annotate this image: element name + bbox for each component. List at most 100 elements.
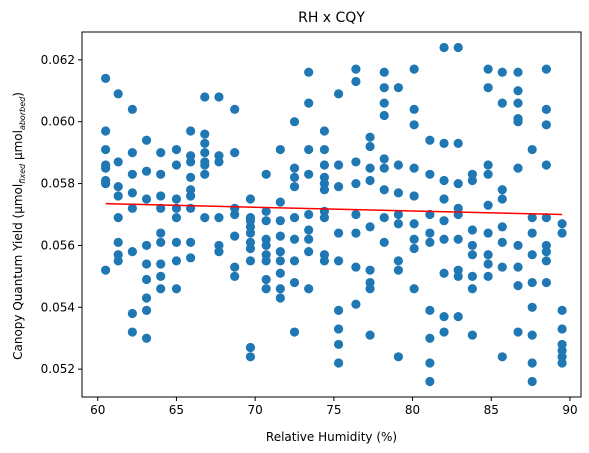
data-point <box>409 243 419 254</box>
data-point <box>541 212 551 223</box>
data-point <box>261 216 271 226</box>
data-point <box>425 135 435 145</box>
data-point <box>483 83 493 93</box>
data-point <box>289 327 300 337</box>
data-point <box>513 262 523 272</box>
data-point <box>467 330 477 340</box>
data-point <box>439 175 449 186</box>
data-point <box>214 157 224 167</box>
data-point <box>275 268 285 278</box>
data-point <box>141 259 152 269</box>
data-point <box>365 132 375 142</box>
data-point <box>541 256 551 266</box>
data-point <box>351 157 361 167</box>
data-point <box>409 219 419 229</box>
data-point <box>230 104 240 114</box>
data-point <box>230 231 240 241</box>
data-point <box>186 157 196 167</box>
data-point <box>527 358 537 368</box>
data-point <box>409 120 419 130</box>
data-point <box>289 212 300 223</box>
data-point <box>439 42 449 53</box>
data-point <box>230 209 240 220</box>
data-point <box>351 228 361 238</box>
data-point <box>425 228 435 238</box>
data-point <box>141 194 152 204</box>
data-point <box>156 228 166 238</box>
y-axis-label: Canopy Quantum Yield (µmolfixed µmolabor… <box>11 92 27 360</box>
data-point <box>186 191 196 201</box>
x-axis-label: Relative Humidity (%) <box>266 430 397 444</box>
data-point <box>541 104 551 114</box>
data-point <box>557 228 567 238</box>
data-point <box>200 169 210 179</box>
data-point <box>171 256 182 266</box>
data-point <box>186 237 196 247</box>
data-point <box>289 172 300 182</box>
data-point <box>333 182 344 192</box>
data-point <box>200 92 210 102</box>
data-point <box>214 92 224 102</box>
data-point <box>365 330 375 340</box>
y-axis-label-sub-fixed: fixed <box>18 163 27 184</box>
data-point <box>113 182 123 192</box>
data-point <box>113 237 123 247</box>
data-point <box>425 358 435 368</box>
data-point <box>351 262 361 272</box>
data-point <box>467 271 477 281</box>
data-point <box>379 83 389 93</box>
data-point <box>156 284 166 294</box>
data-point <box>200 129 210 139</box>
data-point <box>527 228 537 238</box>
data-point <box>127 169 137 179</box>
data-point <box>101 73 111 83</box>
data-point <box>261 169 271 179</box>
data-point <box>261 274 271 285</box>
data-point <box>275 247 285 257</box>
data-point <box>453 271 463 281</box>
data-point <box>497 352 507 362</box>
data-point <box>527 144 537 155</box>
data-point <box>186 126 196 136</box>
data-point <box>261 206 271 217</box>
data-point <box>541 247 551 257</box>
data-point <box>453 178 463 189</box>
data-point <box>333 228 344 238</box>
data-point <box>409 284 419 294</box>
data-point <box>393 160 403 170</box>
data-point <box>261 256 271 266</box>
data-point <box>379 237 389 247</box>
data-point <box>467 240 477 251</box>
chart-title: RH x CQY <box>298 10 365 26</box>
x-tick-label: 70 <box>248 403 263 417</box>
x-tick-label: 90 <box>562 403 577 417</box>
data-point <box>425 237 435 247</box>
data-point <box>127 247 137 257</box>
x-tick-label: 75 <box>326 403 341 417</box>
data-point <box>439 311 449 322</box>
data-point <box>409 191 419 201</box>
data-point <box>351 209 361 220</box>
data-point <box>557 324 567 334</box>
data-point <box>351 64 361 74</box>
data-point <box>113 157 123 167</box>
data-point <box>261 240 271 251</box>
data-point <box>379 163 389 173</box>
data-point <box>200 212 210 223</box>
data-point <box>245 194 256 204</box>
data-point <box>333 358 344 368</box>
data-point <box>483 160 493 170</box>
y-tick-label: 0.060 <box>41 115 75 129</box>
data-point <box>513 117 523 127</box>
data-point <box>289 117 300 127</box>
data-point <box>439 268 449 278</box>
data-point <box>351 299 361 309</box>
data-point <box>365 141 375 152</box>
data-point <box>425 305 435 315</box>
data-point <box>393 265 403 275</box>
data-point <box>439 138 449 148</box>
data-point <box>497 237 507 247</box>
data-point <box>333 160 344 170</box>
data-point <box>453 138 463 148</box>
